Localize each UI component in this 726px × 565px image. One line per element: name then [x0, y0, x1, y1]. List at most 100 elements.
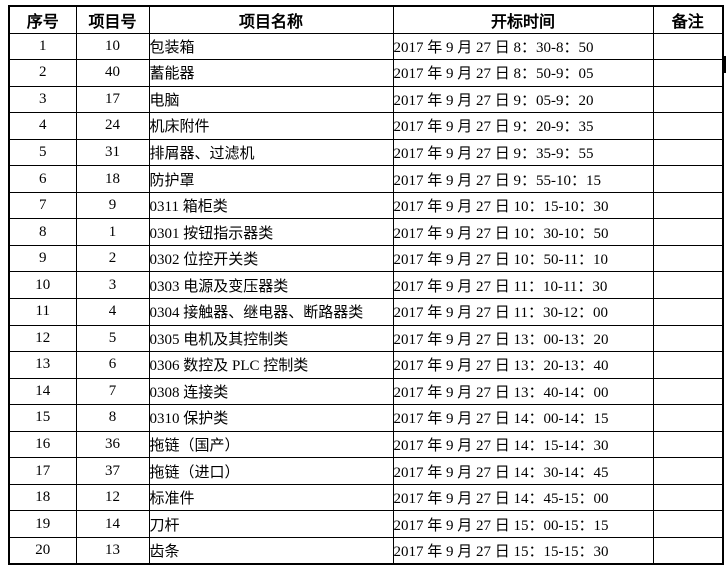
cell-name: 0301 按钮指示器类 [148, 218, 394, 246]
bid-schedule-table: 序号 项目号 项目名称 开标时间 备注 1 10 包装箱 2017 年 9 月 27 … [8, 5, 724, 565]
cell-time: 2017 年 9 月 27 日 15：00-15：15 [392, 510, 654, 538]
cell-name: 防护罩 [148, 165, 394, 193]
cell-remark [652, 138, 724, 167]
table-row: 11 4 0304 接触器、继电器、断路器类 2017 年 9 月 27 日 11：3… [8, 297, 724, 326]
cell-project-no: 40 [75, 59, 150, 87]
table-row: 20 13 齿条 2017 年 9 月 27 日 15：15-15：30 [8, 536, 724, 565]
cell-project-no: 13 [75, 536, 150, 565]
table-row: 6 18 防护罩 2017 年 9 月 27 日 9：55-10：15 [8, 165, 724, 193]
cell-time: 2017 年 9 月 27 日 11：10-11：30 [392, 271, 654, 299]
cell-project-no: 31 [75, 138, 150, 167]
cell-project-no: 24 [75, 112, 150, 140]
table-row: 10 3 0303 电源及变压器类 2017 年 9 月 27 日 11：10-11：… [8, 271, 724, 299]
cell-remark [652, 244, 724, 273]
cell-time: 2017 年 9 月 27 日 11：30-12：00 [392, 297, 654, 326]
cell-time: 2017 年 9 月 27 日 14：15-14：30 [392, 430, 654, 459]
cell-remark [652, 218, 724, 246]
cell-name: 0310 保护类 [148, 404, 394, 432]
cell-project-no: 10 [75, 32, 150, 61]
cell-time: 2017 年 9 月 27 日 10：50-11：10 [392, 244, 654, 273]
cell-seq: 9 [8, 244, 77, 273]
cell-project-no: 36 [75, 430, 150, 459]
cell-name: 排屑器、过滤机 [148, 138, 394, 167]
cell-project-no: 2 [75, 244, 150, 273]
cell-name: 0302 位控开关类 [148, 244, 394, 273]
cell-seq: 20 [8, 536, 77, 565]
cell-time: 2017 年 9 月 27 日 13：20-13：40 [392, 351, 654, 379]
cell-seq: 19 [8, 510, 77, 538]
cell-seq: 11 [8, 297, 77, 326]
table-row: 9 2 0302 位控开关类 2017 年 9 月 27 日 10：50-11：10 [8, 244, 724, 273]
column-header-project-no: 项目号 [75, 5, 150, 34]
cell-time: 2017 年 9 月 27 日 9：55-10：15 [392, 165, 654, 193]
table-row: 4 24 机床附件 2017 年 9 月 27 日 9：20-9：35 [8, 112, 724, 140]
cell-time: 2017 年 9 月 27 日 13：40-14：00 [392, 377, 654, 406]
cell-name: 拖链（国产） [148, 430, 394, 459]
cell-project-no: 1 [75, 218, 150, 246]
cell-time: 2017 年 9 月 27 日 13：00-13：20 [392, 324, 654, 353]
cell-remark [652, 32, 724, 61]
table-row: 19 14 刀杆 2017 年 9 月 27 日 15：00-15：15 [8, 510, 724, 538]
table-row: 17 37 拖链（进口） 2017 年 9 月 27 日 14：30-14：45 [8, 457, 724, 485]
cell-time: 2017 年 9 月 27 日 10：30-10：50 [392, 218, 654, 246]
cell-seq: 17 [8, 457, 77, 485]
table-row: 14 7 0308 连接类 2017 年 9 月 27 日 13：40-14：00 [8, 377, 724, 406]
cell-seq: 3 [8, 85, 77, 114]
table-row: 13 6 0306 数控及 PLC 控制类 2017 年 9 月 27 日 13：20… [8, 351, 724, 379]
cell-seq: 1 [8, 32, 77, 61]
cell-name: 齿条 [148, 536, 394, 565]
cell-seq: 18 [8, 483, 77, 512]
cell-seq: 8 [8, 218, 77, 246]
cell-project-no: 4 [75, 297, 150, 326]
cell-remark [652, 165, 724, 193]
cell-remark [652, 536, 724, 565]
table-row: 8 1 0301 按钮指示器类 2017 年 9 月 27 日 10：30-10：50 [8, 218, 724, 246]
cell-name: 0305 电机及其控制类 [148, 324, 394, 353]
cell-remark [652, 377, 724, 406]
column-header-name: 项目名称 [148, 5, 394, 34]
table-row: 16 36 拖链（国产） 2017 年 9 月 27 日 14：15-14：30 [8, 430, 724, 459]
table-row: 15 8 0310 保护类 2017 年 9 月 27 日 14：00-14：15 [8, 404, 724, 432]
cell-remark [652, 404, 724, 432]
cell-name: 电脑 [148, 85, 394, 114]
cell-name: 拖链（进口） [148, 457, 394, 485]
cell-seq: 2 [8, 59, 77, 87]
cell-remark [652, 112, 724, 140]
cell-remark [652, 430, 724, 459]
cell-seq: 5 [8, 138, 77, 167]
table-row: 7 9 0311 箱柜类 2017 年 9 月 27 日 10：15-10：30 [8, 191, 724, 220]
cell-name: 机床附件 [148, 112, 394, 140]
cell-seq: 16 [8, 430, 77, 459]
cell-time: 2017 年 9 月 27 日 14：30-14：45 [392, 457, 654, 485]
cell-name: 0311 箱柜类 [148, 191, 394, 220]
cell-name: 0306 数控及 PLC 控制类 [148, 351, 394, 379]
cell-project-no: 17 [75, 85, 150, 114]
cell-seq: 10 [8, 271, 77, 299]
cell-project-no: 9 [75, 191, 150, 220]
cell-remark [652, 297, 724, 326]
cell-remark [652, 483, 724, 512]
cursor-artifact [722, 56, 726, 73]
header-row: 序号 项目号 项目名称 开标时间 备注 [8, 5, 724, 34]
cell-time: 2017 年 9 月 27 日 14：45-15：00 [392, 483, 654, 512]
cell-seq: 15 [8, 404, 77, 432]
cell-time: 2017 年 9 月 27 日 14：00-14：15 [392, 404, 654, 432]
cell-remark [652, 191, 724, 220]
table-row: 5 31 排屑器、过滤机 2017 年 9 月 27 日 9：35-9：55 [8, 138, 724, 167]
cell-time: 2017 年 9 月 27 日 15：15-15：30 [392, 536, 654, 565]
cell-name: 蓄能器 [148, 59, 394, 87]
cell-time: 2017 年 9 月 27 日 9：35-9：55 [392, 138, 654, 167]
cell-name: 刀杆 [148, 510, 394, 538]
table-row: 12 5 0305 电机及其控制类 2017 年 9 月 27 日 13：00-13：… [8, 324, 724, 353]
cell-name: 包装箱 [148, 32, 394, 61]
cell-seq: 7 [8, 191, 77, 220]
table-row: 2 40 蓄能器 2017 年 9 月 27 日 8：50-9：05 [8, 59, 724, 87]
table-row: 1 10 包装箱 2017 年 9 月 27 日 8：30-8：50 [8, 32, 724, 61]
cell-time: 2017 年 9 月 27 日 8：50-9：05 [392, 59, 654, 87]
cell-name: 0303 电源及变压器类 [148, 271, 394, 299]
cell-project-no: 12 [75, 483, 150, 512]
cell-time: 2017 年 9 月 27 日 8：30-8：50 [392, 32, 654, 61]
cell-seq: 13 [8, 351, 77, 379]
cell-name: 0304 接触器、继电器、断路器类 [148, 297, 394, 326]
